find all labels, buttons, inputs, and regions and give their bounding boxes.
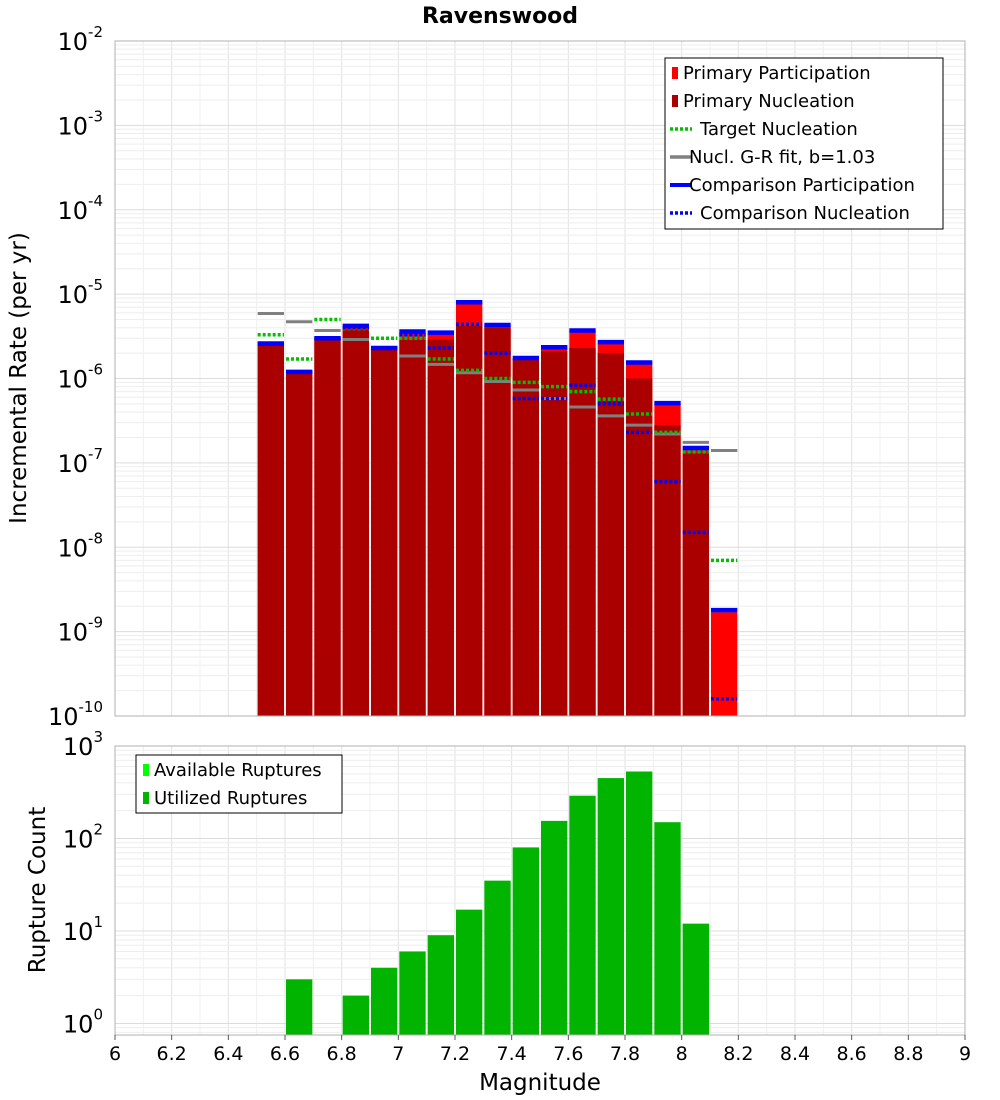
x-tick-label: 6.2 bbox=[157, 1043, 187, 1065]
top-lines bbox=[257, 300, 738, 701]
y-tick-label: 10-7 bbox=[57, 445, 103, 478]
bottom-plot: 103 102 101 100 6 6.2 6.4 6.6 6.8 7 7.2 7.4 7.6 7.8 8… bbox=[63, 728, 971, 1065]
y-tick-label: 100 bbox=[63, 1005, 103, 1038]
chart-title: Ravenswood bbox=[422, 4, 578, 29]
x-tick-label: 7.2 bbox=[440, 1043, 470, 1065]
legend-label: Comparison Nucleation bbox=[700, 203, 910, 224]
y-tick-label: 10-3 bbox=[57, 107, 103, 140]
legend-label: Primary Nucleation bbox=[683, 91, 855, 112]
top-plot: 10-2 10-3 10-4 10-5 10-6 10-7 10-8 10-9 10-10 Pr… bbox=[48, 23, 966, 731]
x-axis-label: Magnitude bbox=[479, 1070, 601, 1096]
legend-swatch bbox=[143, 764, 149, 776]
legend-label: Primary Participation bbox=[683, 63, 871, 84]
legend-label: Comparison Participation bbox=[689, 175, 915, 196]
legend-label: Nucl. G-R fit, b=1.03 bbox=[689, 147, 875, 168]
rupture-count-bar bbox=[512, 847, 539, 1035]
nucleation-bar bbox=[541, 351, 568, 716]
rupture-count-bar bbox=[371, 967, 398, 1035]
y-tick-label: 101 bbox=[63, 913, 103, 946]
nucleation-bar bbox=[399, 339, 426, 716]
nucleation-bar bbox=[682, 453, 709, 716]
nucleation-bar bbox=[597, 353, 624, 716]
nucleation-bar bbox=[626, 378, 653, 716]
bottom-y-ticks: 103 102 101 100 bbox=[63, 728, 103, 1038]
bottom-legend: Available Ruptures Utilized Ruptures bbox=[135, 754, 343, 814]
rupture-count-bar bbox=[682, 923, 709, 1035]
legend-box bbox=[135, 754, 343, 814]
legend-box bbox=[664, 57, 944, 230]
rupture-count-bar bbox=[456, 909, 483, 1035]
top-legend: Primary Participation Primary Nucleation T… bbox=[664, 57, 944, 230]
rupture-count-bar bbox=[541, 820, 568, 1035]
y-tick-label: 10-8 bbox=[57, 529, 103, 562]
rupture-count-bar bbox=[597, 778, 624, 1035]
x-tick-label: 8.8 bbox=[893, 1043, 923, 1065]
nucleation-bar bbox=[569, 347, 596, 716]
legend-label: Available Ruptures bbox=[154, 760, 322, 781]
bottom-bars bbox=[286, 771, 709, 1035]
nucleation-bar bbox=[427, 339, 454, 716]
rupture-count-bar bbox=[626, 771, 653, 1035]
nucleation-bar bbox=[314, 338, 341, 716]
nucleation-bar bbox=[654, 425, 681, 716]
nucleation-bar bbox=[371, 349, 398, 716]
x-tick-label: 9 bbox=[959, 1043, 971, 1065]
top-bars bbox=[257, 303, 738, 716]
nucleation-bar bbox=[257, 343, 284, 716]
x-tick-label: 7.4 bbox=[497, 1043, 527, 1065]
rupture-count-bar bbox=[286, 979, 313, 1035]
x-tick-label: 8.4 bbox=[780, 1043, 810, 1065]
y-tick-label: 10-2 bbox=[57, 23, 103, 56]
x-ticks: 6 6.2 6.4 6.6 6.8 7 7.2 7.4 7.6 7.8 8 8.2 8.4 8.6 8.8 9 bbox=[109, 1035, 971, 1065]
top-grid bbox=[114, 40, 966, 717]
x-tick-label: 7 bbox=[392, 1043, 404, 1065]
nucleation-bar bbox=[456, 325, 483, 716]
nucleation-bar bbox=[512, 359, 539, 716]
x-tick-label: 7.6 bbox=[553, 1043, 583, 1065]
x-tick-label: 6.4 bbox=[213, 1043, 243, 1065]
rupture-count-bar bbox=[569, 795, 596, 1035]
legend-swatch bbox=[672, 67, 678, 79]
rupture-count-bar bbox=[342, 995, 369, 1035]
y-tick-label: 102 bbox=[63, 820, 103, 853]
x-tick-label: 7.8 bbox=[610, 1043, 640, 1065]
x-tick-label: 8 bbox=[676, 1043, 688, 1065]
x-tick-label: 6.6 bbox=[270, 1043, 300, 1065]
y-tick-label: 103 bbox=[63, 728, 103, 761]
y-tick-label: 10-10 bbox=[48, 698, 103, 731]
legend-label: Target Nucleation bbox=[699, 119, 858, 140]
y-tick-label: 10-9 bbox=[57, 614, 103, 647]
top-y-axis-label: Incremental Rate (per yr) bbox=[6, 232, 32, 524]
legend-swatch bbox=[143, 792, 149, 804]
rupture-count-bar bbox=[427, 935, 454, 1035]
bottom-y-axis-label: Rupture Count bbox=[25, 807, 51, 973]
bottom-plot-frame bbox=[114, 745, 966, 1036]
bottom-grid bbox=[114, 745, 966, 1035]
legend-label: Utilized Ruptures bbox=[154, 788, 307, 809]
x-tick-label: 8.6 bbox=[837, 1043, 867, 1065]
rupture-count-bar bbox=[399, 951, 426, 1035]
x-tick-label: 6.8 bbox=[327, 1043, 357, 1065]
y-tick-label: 10-4 bbox=[57, 192, 103, 225]
y-tick-label: 10-5 bbox=[57, 276, 103, 309]
nucleation-bar bbox=[484, 327, 511, 716]
y-tick-label: 10-6 bbox=[57, 361, 103, 394]
x-tick-label: 8.2 bbox=[723, 1043, 753, 1065]
top-y-ticks: 10-2 10-3 10-4 10-5 10-6 10-7 10-8 10-9 10-10 bbox=[48, 23, 103, 731]
rupture-count-bar bbox=[484, 880, 511, 1035]
nucleation-bar bbox=[342, 329, 369, 716]
top-plot-frame bbox=[114, 40, 966, 717]
nucleation-bar bbox=[286, 371, 313, 716]
legend-swatch bbox=[672, 95, 678, 107]
x-tick-label: 6 bbox=[109, 1043, 121, 1065]
rupture-count-bar bbox=[654, 822, 681, 1035]
